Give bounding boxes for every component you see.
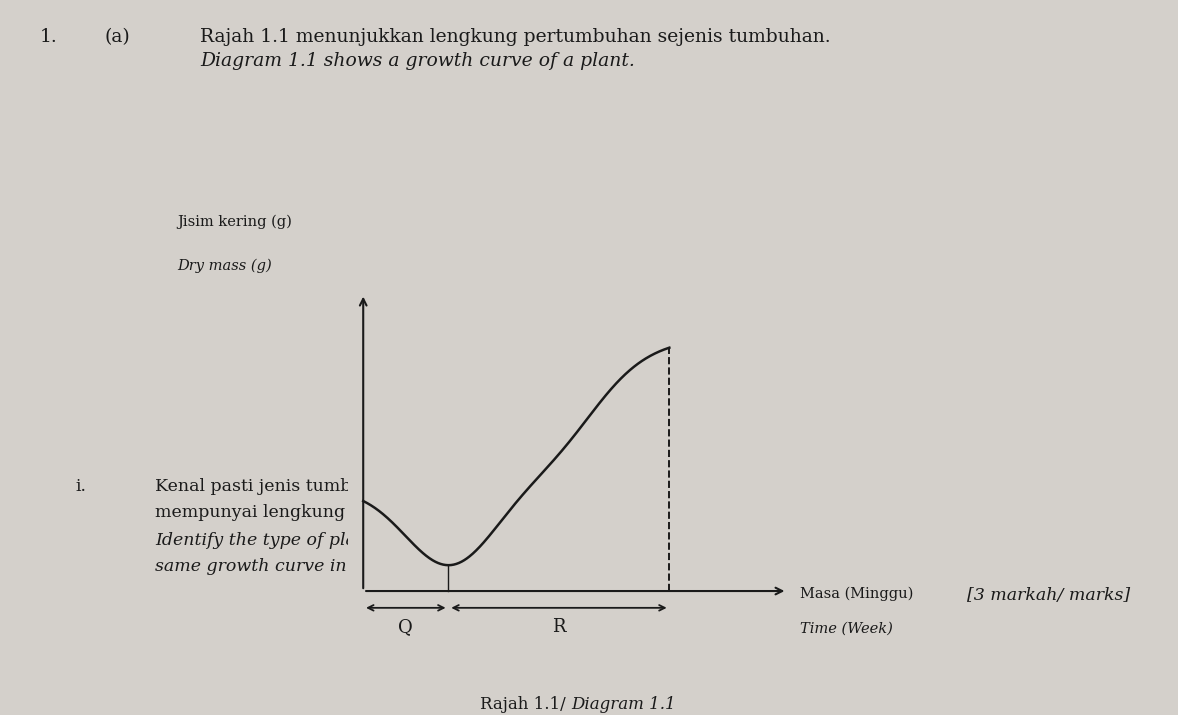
Text: Rajah 1.1/: Rajah 1.1/ [481,696,571,713]
Text: (a): (a) [105,28,131,46]
Text: Masa (Minggu): Masa (Minggu) [800,586,913,601]
Text: contoh tumbuhan yang: contoh tumbuhan yang [459,478,669,495]
Text: i.: i. [75,478,86,495]
Text: Dry mass (g): Dry mass (g) [178,258,272,272]
Text: Jisim kering (g): Jisim kering (g) [178,214,292,229]
Text: R: R [552,618,565,636]
Text: Rajah 1.1 menunjukkan lengkung pertumbuhan sejenis tumbuhan.: Rajah 1.1 menunjukkan lengkung pertumbuh… [200,28,830,46]
Text: 1.: 1. [40,28,58,46]
Text: Identify the type of plant and state: Identify the type of plant and state [155,532,466,549]
Text: mempunyai lengkung pertumbuhan seperti pada Rajah 1.1: mempunyai lengkung pertumbuhan seperti p… [155,504,675,521]
Text: Q: Q [398,618,413,636]
Text: Kenal pasti jenis tumbuhan dan nyatakan: Kenal pasti jenis tumbuhan dan nyatakan [155,478,525,495]
Text: Time (Week): Time (Week) [800,622,893,636]
Text: same growth curve in Diagram 1.1.: same growth curve in Diagram 1.1. [155,558,466,575]
Text: Diagram 1.1 shows a growth curve of a plant.: Diagram 1.1 shows a growth curve of a pl… [200,52,635,70]
Text: dua: dua [432,478,468,495]
Text: Diagram 1.1: Diagram 1.1 [571,696,676,713]
Text: examples of plant that has the: examples of plant that has the [443,532,715,549]
Text: [3 markah/ marks]: [3 markah/ marks] [967,587,1130,604]
Text: two: two [413,532,448,549]
